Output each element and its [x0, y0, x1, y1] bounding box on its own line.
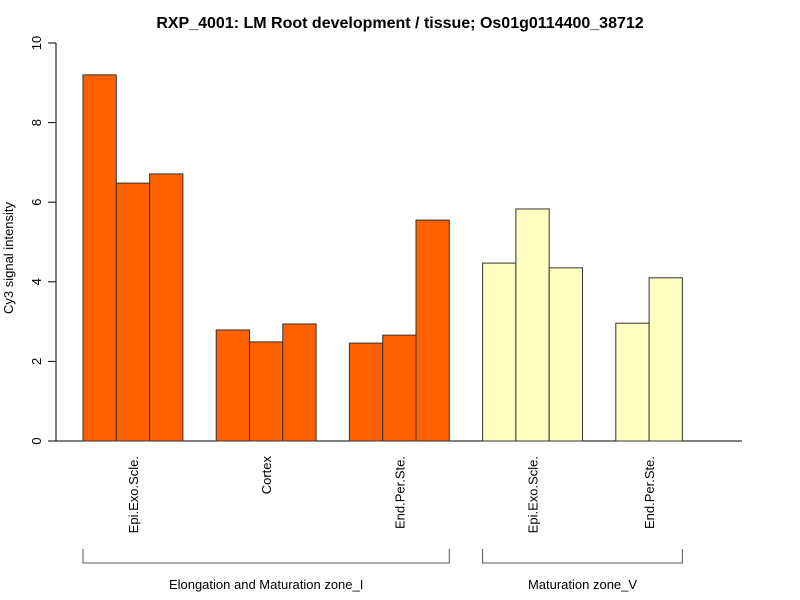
bar — [348, 342, 384, 442]
group-label: Elongation and Maturation zone_I — [169, 577, 363, 592]
y-tick-label: 10 — [29, 36, 44, 50]
x-tick-labels: Epi.Exo.Scle. Cortex End.Per.Ste. Epi.Exo.S… — [126, 456, 657, 534]
x-tick-label: End.Per.Ste. — [642, 456, 657, 529]
bar — [382, 334, 417, 442]
x-tick-label: Cortex — [259, 456, 274, 495]
bar — [215, 329, 250, 442]
bar — [648, 277, 683, 442]
chart-title: RXP_4001: LM Root development / tissue; … — [156, 15, 643, 32]
bar — [415, 219, 450, 442]
bar — [548, 267, 584, 442]
x-tick-label: Epi.Exo.Scle. — [526, 456, 541, 533]
group-bracket — [82, 549, 450, 564]
group-label: Maturation zone_V — [528, 577, 637, 592]
bar — [515, 208, 550, 442]
group-bracket — [482, 549, 683, 564]
group-brackets: Elongation and Maturation zone_I Maturati… — [82, 549, 683, 592]
bars — [56, 74, 742, 442]
bar — [282, 323, 317, 442]
y-tick-label: 8 — [29, 119, 44, 126]
bar — [149, 173, 184, 442]
y-tick-label: 4 — [29, 278, 44, 285]
y-tick-label: 0 — [29, 437, 44, 444]
x-tick-label: End.Per.Ste. — [392, 456, 407, 529]
y-tick-label: 2 — [29, 358, 44, 365]
x-tick-label: Epi.Exo.Scle. — [126, 456, 141, 533]
bar — [115, 182, 151, 442]
bar — [482, 262, 517, 442]
bar — [82, 74, 117, 442]
bar — [615, 322, 650, 442]
bar — [249, 341, 284, 442]
y-tick-label: 6 — [29, 199, 44, 206]
y-axis-label: Cy3 signal intensity — [1, 202, 16, 314]
y-axis: 0 2 4 6 8 10 — [29, 36, 57, 445]
